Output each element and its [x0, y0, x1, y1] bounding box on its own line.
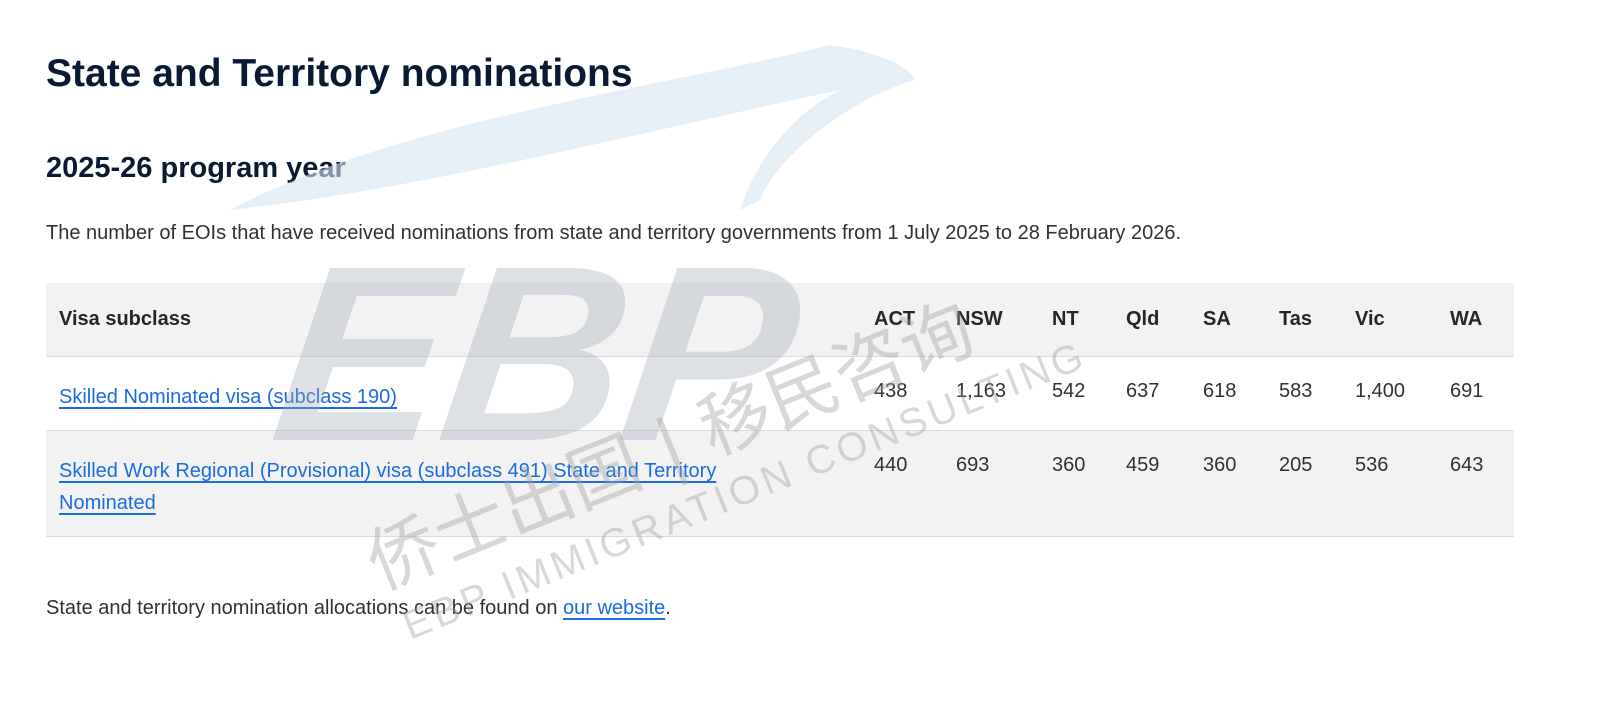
- value-cell: 360: [1203, 430, 1279, 537]
- value-cell: 438: [874, 356, 956, 431]
- our-website-link[interactable]: our website: [563, 597, 666, 619]
- visa-cell: Skilled Nominated visa (subclass 190): [46, 356, 874, 431]
- table-row: Skilled Work Regional (Provisional) visa…: [46, 430, 1514, 537]
- value-cell: 1,400: [1355, 356, 1450, 431]
- visa-cell: Skilled Work Regional (Provisional) visa…: [46, 430, 874, 537]
- value-cell: 618: [1203, 356, 1279, 431]
- value-cell: 440: [874, 430, 956, 537]
- header-qld: Qld: [1126, 283, 1203, 357]
- footer-label: State and territory nomination allocatio…: [46, 597, 563, 619]
- footer-text: State and territory nomination allocatio…: [46, 592, 671, 624]
- intro-text: The number of EOIs that have received no…: [46, 222, 1182, 244]
- header-nt: NT: [1052, 283, 1126, 357]
- footer-period: .: [665, 597, 671, 619]
- value-cell: 542: [1052, 356, 1126, 431]
- value-cell: 691: [1450, 356, 1514, 431]
- value-cell: 205: [1279, 430, 1355, 537]
- table-header-row: Visa subclass ACT NSW NT Qld SA Tas Vic …: [46, 283, 1514, 357]
- visa-190-link[interactable]: Skilled Nominated visa (subclass 190): [59, 386, 397, 408]
- header-visa-subclass: Visa subclass: [46, 283, 874, 357]
- value-cell: 693: [956, 430, 1052, 537]
- value-cell: 637: [1126, 356, 1203, 431]
- header-nsw: NSW: [956, 283, 1052, 357]
- page-title: State and Territory nominations: [46, 52, 633, 95]
- value-cell: 360: [1052, 430, 1126, 537]
- value-cell: 1,163: [956, 356, 1052, 431]
- visa-491-link[interactable]: Skilled Work Regional (Provisional) visa…: [59, 460, 717, 514]
- header-sa: SA: [1203, 283, 1279, 357]
- value-cell: 459: [1126, 430, 1203, 537]
- header-wa: WA: [1450, 283, 1514, 357]
- value-cell: 536: [1355, 430, 1450, 537]
- header-act: ACT: [874, 283, 956, 357]
- header-tas: Tas: [1279, 283, 1355, 357]
- value-cell: 643: [1450, 430, 1514, 537]
- section-title: 2025-26 program year: [46, 152, 346, 184]
- value-cell: 583: [1279, 356, 1355, 431]
- header-vic: Vic: [1355, 283, 1450, 357]
- nominations-table: Visa subclass ACT NSW NT Qld SA Tas Vic …: [46, 283, 1514, 537]
- table-row: Skilled Nominated visa (subclass 190) 43…: [46, 356, 1514, 431]
